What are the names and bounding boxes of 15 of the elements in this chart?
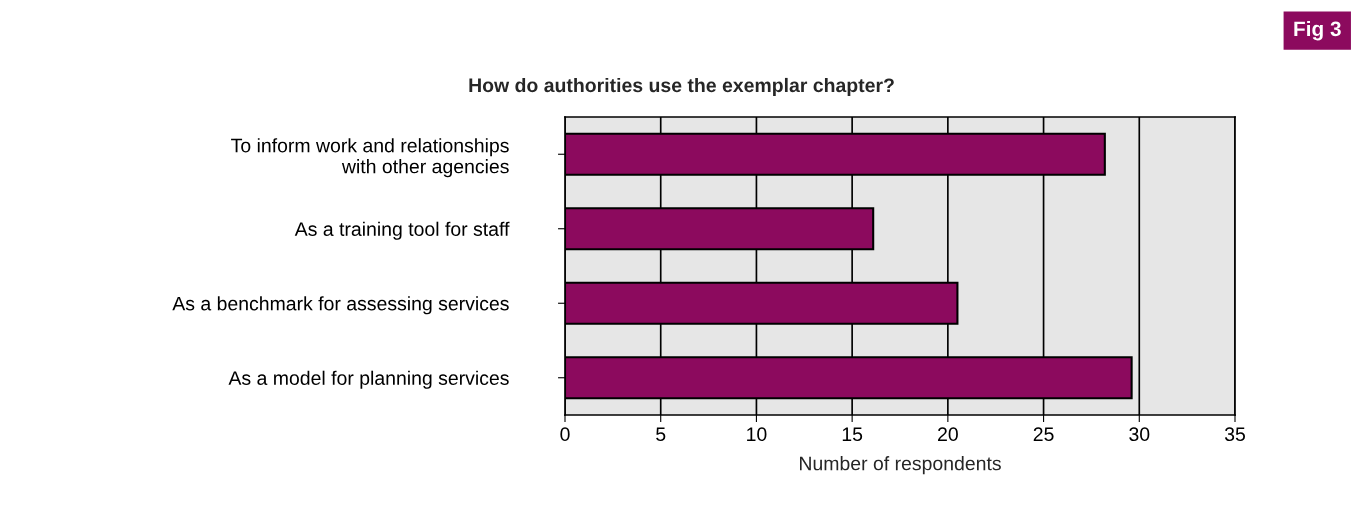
y-tick-label: To inform work and relationships with other agencies: [231, 138, 509, 178]
x-tick-label: 30: [1129, 427, 1150, 442]
y-tick-label: As a benchmark for assessing services: [172, 296, 509, 315]
x-tick-label: 0: [560, 427, 570, 442]
chart-title: How do authorities use the exemplar chapter?: [469, 77, 894, 97]
y-tick-label: As a model for planning services: [228, 370, 509, 389]
x-tick-label: 5: [656, 427, 666, 442]
caption: Fig 3: [1294, 20, 1341, 41]
x-tick-label: 35: [1224, 427, 1245, 442]
y-tick-label: As a training tool for staff: [294, 221, 510, 240]
x-tick-label: 10: [747, 427, 767, 442]
x-tick-label: 15: [842, 427, 863, 442]
x-axis-title: Number of respondents: [800, 456, 1001, 475]
x-tick-label: 25: [1033, 427, 1054, 442]
x-tick-label: 20: [938, 427, 958, 442]
